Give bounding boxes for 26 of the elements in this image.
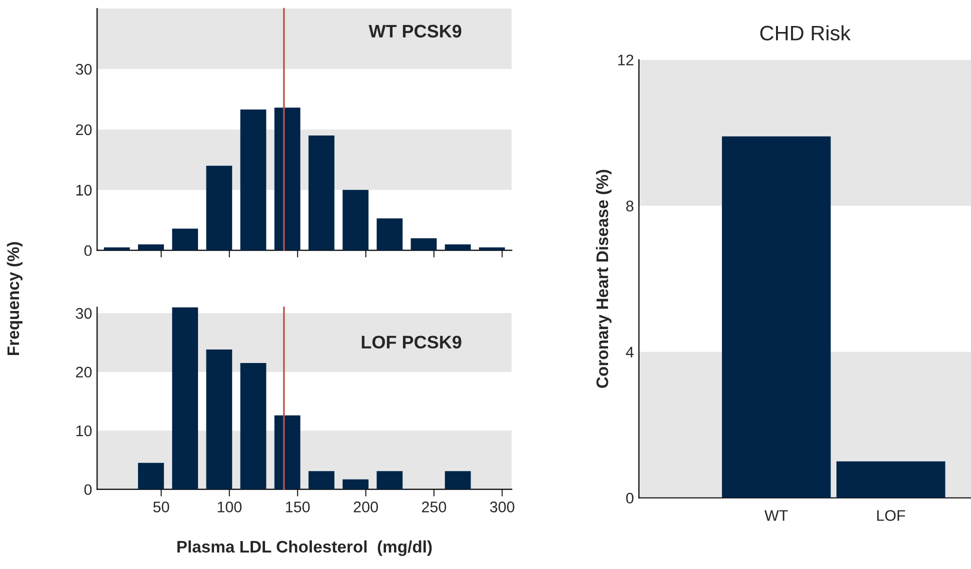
y-tick-label: 4 [626,346,634,358]
y-tick-label: 0 [84,245,92,256]
y-tick-label: 20 [76,366,92,378]
x-tick-label: 100 [218,502,242,512]
y-tick-label: 10 [76,184,92,196]
x-axis-title: Plasma LDL Cholesterol (mg/dl) [177,540,432,556]
y-tick-label: 10 [76,425,92,436]
annotation: LOF PCSK9 [362,336,462,349]
x-tick-label: 200 [354,502,378,512]
y-axis-title: Frequency (%) [6,242,22,356]
x-tick-label: WT [764,510,788,521]
y-tick-label: 30 [76,64,92,75]
x-tick-label: 150 [286,502,310,512]
x-tick-label: 300 [490,502,514,512]
chart-title: CHD Risk [760,25,851,41]
y-tick-label: 8 [626,200,634,212]
x-tick-label: LOF [877,510,906,521]
y-tick-label: 30 [76,308,92,319]
y-tick-label: 0 [626,492,634,504]
x-tick-label: 50 [153,502,170,512]
y-tick-label: 20 [76,124,92,136]
y-axis-title: Coronary Heart Disease (%) [596,170,612,388]
x-tick-label: 250 [422,502,446,512]
annotation: WT PCSK9 [368,24,462,38]
y-tick-label: 0 [84,484,92,496]
y-tick-label: 12 [618,54,634,66]
